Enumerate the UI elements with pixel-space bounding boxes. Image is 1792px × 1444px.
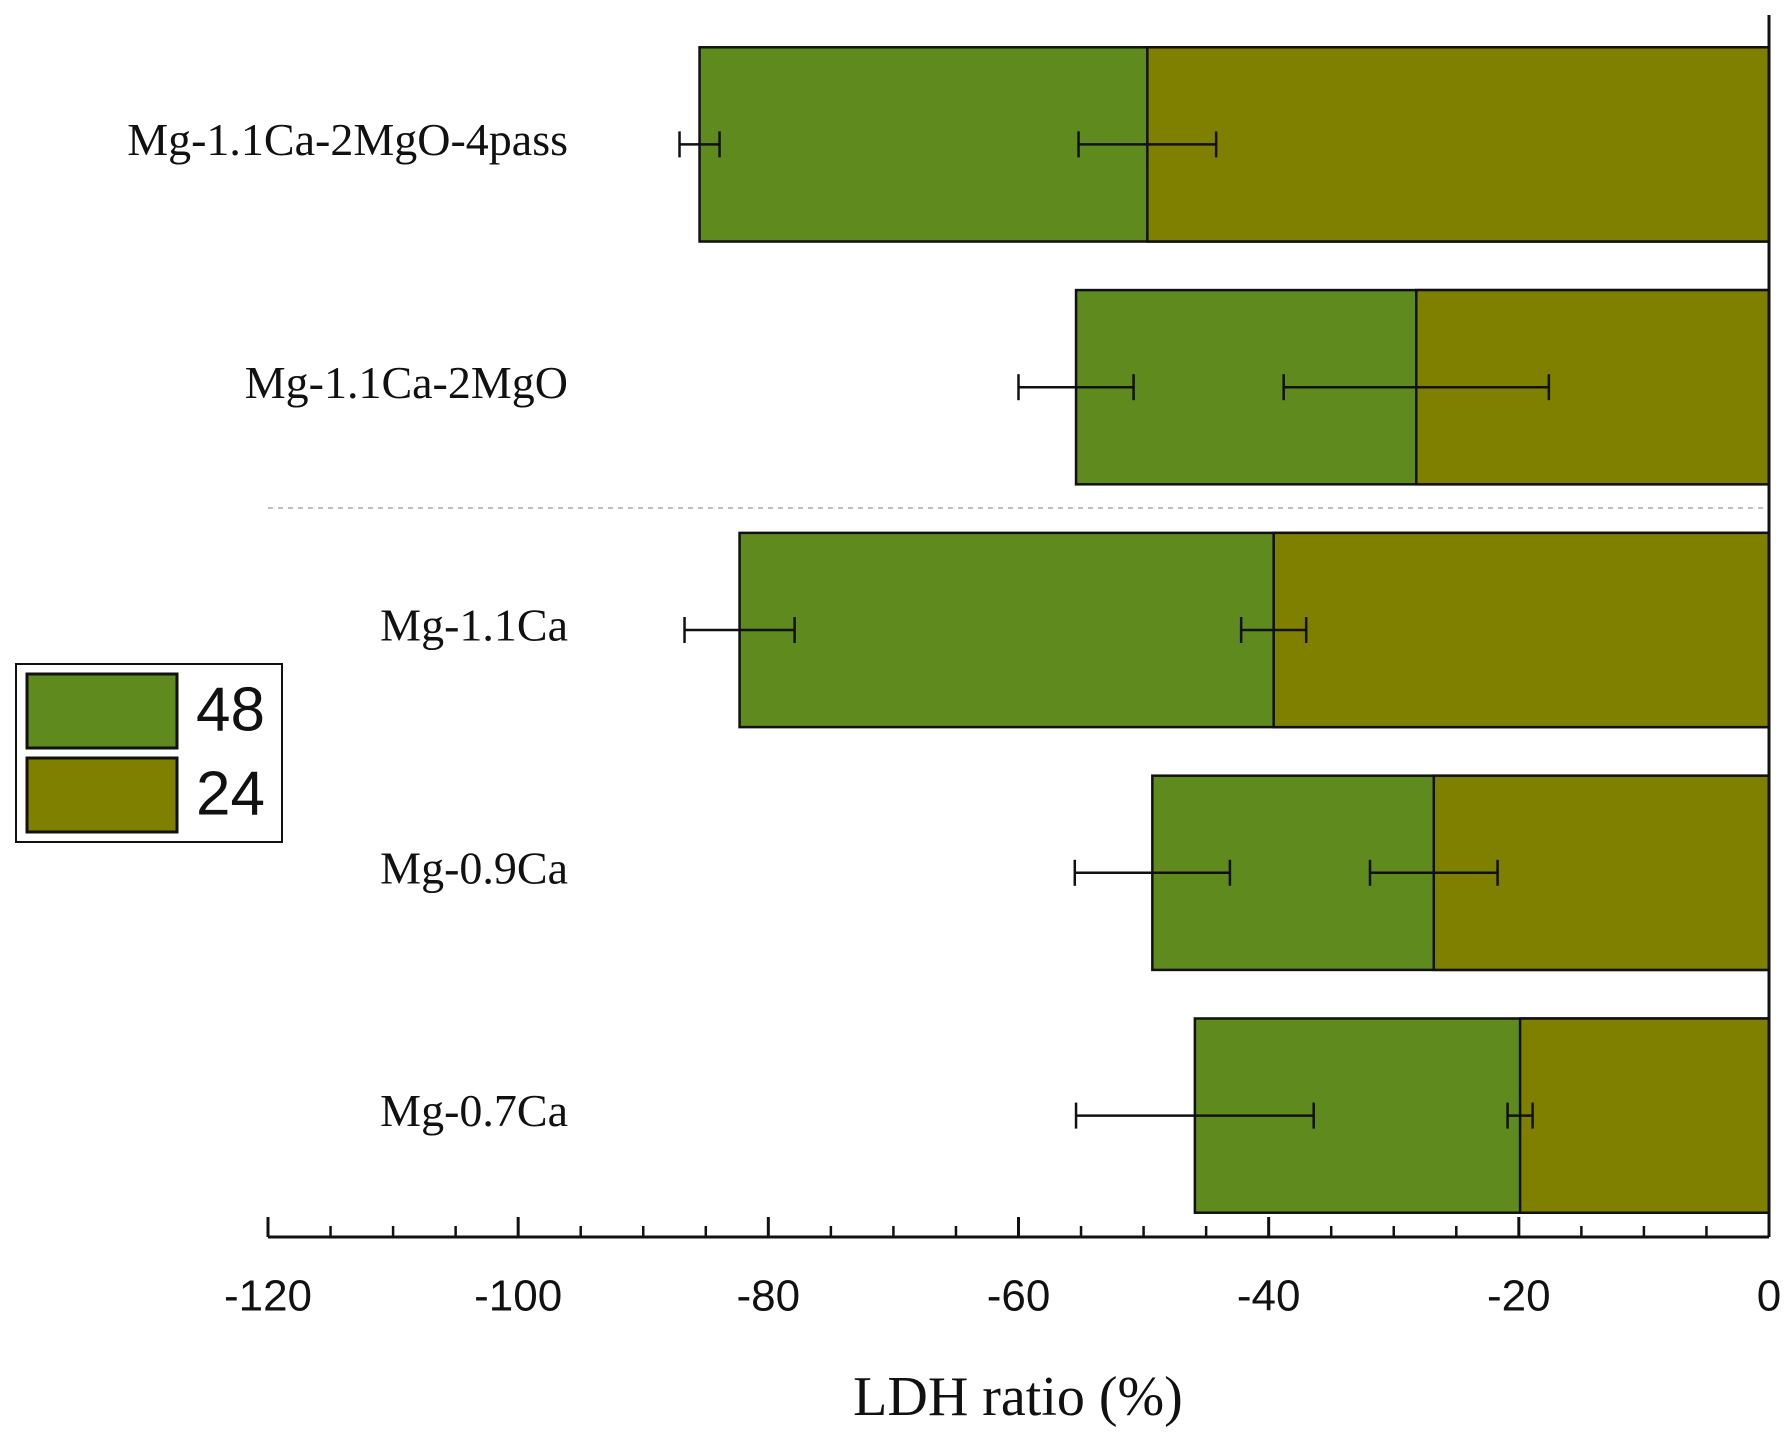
y-tick-label: Mg-0.9Ca (380, 842, 568, 893)
error-bar (1017, 374, 1135, 401)
error-bar (1368, 859, 1499, 886)
legend-swatch (25, 672, 179, 750)
y-tick-label: Mg-0.7Ca (380, 1085, 568, 1136)
bar (1146, 46, 1771, 243)
y-tick-label: Mg-1.1Ca (380, 600, 568, 651)
legend-label: 48 (196, 675, 265, 744)
legend-swatch (25, 756, 179, 834)
y-tick-label: Mg-1.1Ca-2MgO-4pass (127, 114, 568, 165)
error-bar (1239, 617, 1308, 643)
error-bar (678, 131, 721, 158)
x-tick-label: -120 (224, 1272, 312, 1321)
error-bar (1077, 131, 1218, 158)
bar (1272, 531, 1771, 729)
error-bar (1506, 1102, 1534, 1129)
x-axis-label: LDH ratio (%) (853, 1366, 1183, 1428)
error-bar (683, 617, 796, 643)
x-tick-label: 0 (1757, 1272, 1781, 1321)
y-tick-label: Mg-1.1Ca-2MgO (245, 357, 568, 408)
error-bar (1282, 374, 1551, 401)
legend-label: 24 (196, 759, 265, 828)
x-tick-label: -100 (474, 1272, 562, 1321)
error-bar (1073, 859, 1232, 886)
x-tick-label: -80 (737, 1272, 801, 1321)
error-bar (1074, 1102, 1315, 1129)
x-tick-label: -20 (1487, 1272, 1551, 1321)
x-tick-label: -40 (1237, 1272, 1301, 1321)
x-tick-label: -60 (987, 1272, 1051, 1321)
bar (1518, 1017, 1771, 1214)
